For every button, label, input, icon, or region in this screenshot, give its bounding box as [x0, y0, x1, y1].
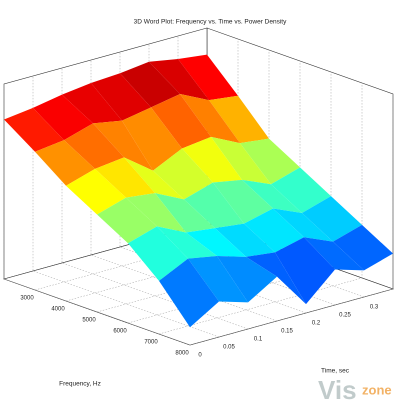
surface-cell [149, 59, 209, 101]
x-grid-line [158, 83, 363, 335]
surface-cell [159, 258, 219, 328]
x-axis-label: Frequency, Hz [59, 381, 101, 388]
surface-cell [273, 208, 333, 242]
axis-labels: 3000 4000 5000 6000 7000 8000 0 0.05 0.1 0.15 0.2 0… [20, 296, 379, 359]
surface-cell [211, 136, 271, 185]
y-tick-label: 0 [198, 353, 202, 359]
surface-cell [186, 228, 246, 257]
surface-cell [91, 73, 151, 121]
y-tick-label: 0.05 [223, 345, 235, 351]
surface-cell [215, 223, 275, 257]
y-tick-label: 0.15 [281, 329, 293, 335]
surface-cell [275, 237, 335, 305]
x-tick-label: 4000 [51, 307, 65, 313]
x-tick-label: 3000 [20, 296, 34, 302]
surface-cell [304, 237, 364, 271]
surface [4, 54, 393, 328]
x-tick-label: 7000 [144, 340, 158, 346]
x-tick-label: 8000 [175, 351, 189, 357]
surface-cell [244, 208, 304, 253]
surface-cell [217, 255, 277, 303]
surface-cell [242, 179, 302, 213]
surface-cell [120, 61, 180, 108]
surface-cell [209, 95, 269, 144]
surface-cell [95, 157, 155, 198]
surface-cell [62, 83, 122, 124]
surface-cell [97, 197, 157, 244]
y-tick-label: 0.1 [254, 337, 263, 343]
y-tick-label: 0.3 [370, 305, 379, 311]
y-axis-label: Time, sec [321, 368, 350, 375]
x-tick-label: 6000 [113, 329, 127, 335]
surface-cell [157, 226, 217, 259]
surface-cell [35, 140, 95, 186]
surface-cell [151, 94, 211, 149]
surface-cell [271, 167, 331, 213]
surface-cell [302, 196, 362, 242]
surface-cell [126, 193, 186, 233]
surface-cell [184, 182, 244, 229]
surface-cell [33, 94, 93, 141]
surface-cell [333, 224, 393, 271]
x-grid-line [189, 94, 394, 346]
surface-cell [122, 107, 182, 171]
surface-cell [213, 179, 273, 224]
surface-cell [153, 148, 213, 200]
surface-cell [246, 252, 306, 305]
surface-cell [178, 54, 238, 101]
surface-cell [180, 94, 240, 144]
surface-cell [4, 107, 64, 152]
surface-cell [93, 120, 153, 171]
surface-cell [66, 168, 126, 215]
surface-cell [182, 136, 242, 183]
surface-cell [240, 138, 300, 185]
y-tick-label: 0.25 [339, 313, 351, 319]
surface-cell [155, 193, 215, 233]
watermark-sub: zone [362, 382, 392, 397]
surface-cell [124, 157, 184, 200]
chart-title: 3D Word Plot: Frequency vs. Time vs. Pow… [134, 19, 287, 26]
watermark-main: Vis [318, 375, 357, 400]
surface-cell [128, 226, 188, 281]
y-tick-label: 0.2 [312, 321, 321, 327]
surface-cell [188, 255, 248, 303]
surface-cell [64, 123, 124, 169]
x-tick-label: 5000 [82, 318, 96, 324]
y-grid-line [3, 84, 191, 346]
